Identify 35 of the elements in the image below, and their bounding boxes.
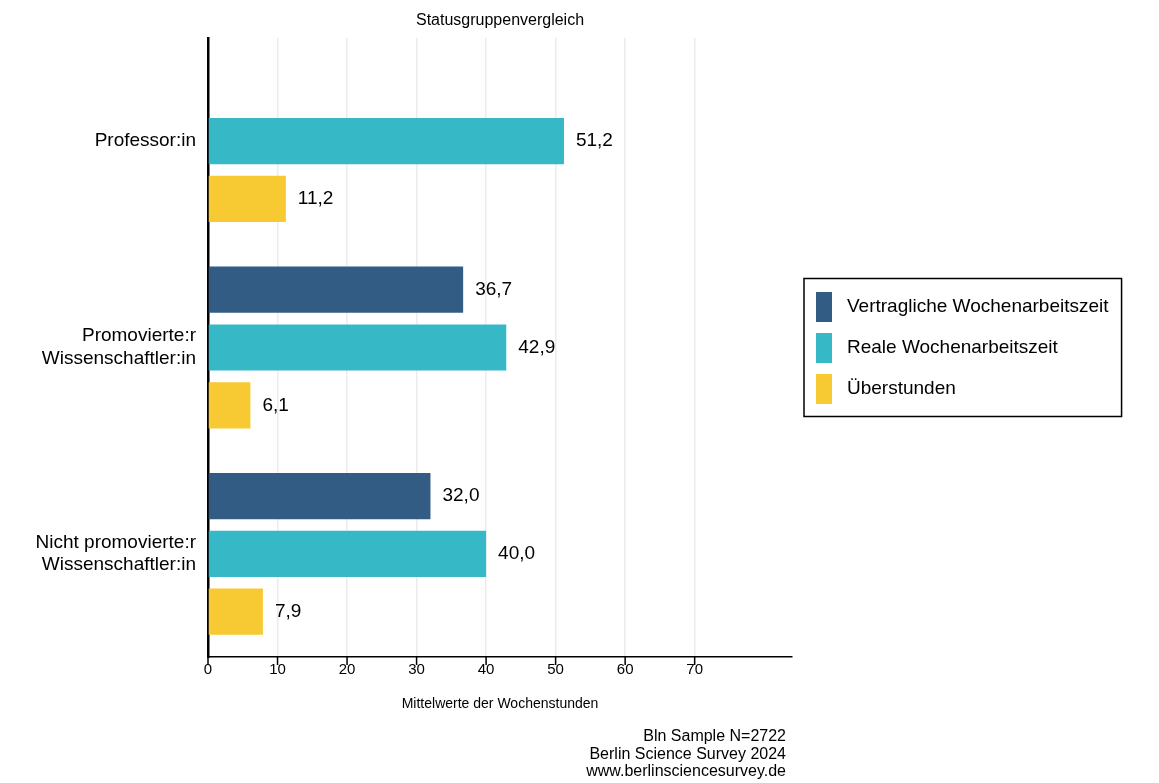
y-tick-label: Promovierte:r Wissenschaftler:in [41,324,197,369]
bar [208,588,263,635]
data-label: 6,1 [262,393,289,415]
bar [208,324,507,371]
data-label: 11,2 [297,187,334,209]
legend-label: Reale Wochenarbeitszeit [847,336,1059,358]
y-tick-label: Professor:in [94,129,196,151]
bar [208,118,564,165]
data-label: 7,9 [274,599,302,621]
x-tick-label: 0 [203,660,213,678]
y-tick-label: Nicht promovierte:r Wissenschaftler:in [35,530,197,575]
x-tick-label: 20 [338,660,356,678]
data-label: 40,0 [498,542,536,564]
legend-label: Überstunden [847,377,956,399]
data-label: 32,0 [442,484,480,506]
x-tick-label: 70 [686,660,704,678]
data-label: 42,9 [518,335,556,357]
legend-label: Vertragliche Wochenarbeitszeit [847,295,1110,317]
data-label: 51,2 [575,129,613,151]
bar [208,266,464,313]
x-axis-title: Mittelwerte der Wochenstunden [401,695,599,712]
text: www.berlinsciencesurvey.de [585,762,787,780]
x-tick-label: 30 [408,660,425,678]
chart-title: Statusgruppenvergleich [415,11,585,29]
x-tick-label: 50 [547,660,564,678]
data-label: 36,7 [475,277,513,299]
bar [208,382,251,429]
bar [208,175,286,223]
x-tick-label: 40 [477,660,495,678]
text: Bln Sample N=2722 [643,727,787,745]
text: Berlin Science Survey 2024 [589,744,787,762]
bar [208,530,487,577]
x-tick-label: 10 [269,660,286,678]
bar [208,472,431,520]
x-tick-label: 60 [616,660,634,678]
